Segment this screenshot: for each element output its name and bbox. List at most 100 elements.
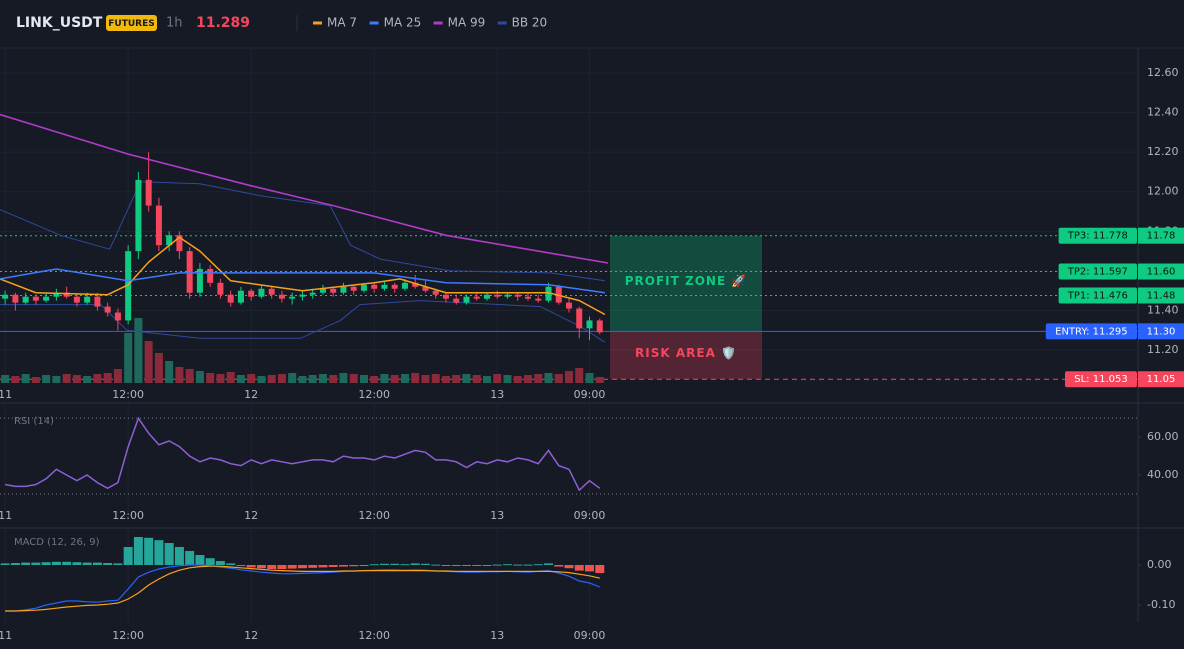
macd-line [5, 565, 600, 612]
candle-body [104, 306, 111, 313]
volume-bar [411, 373, 420, 383]
macd-bar [256, 565, 266, 569]
axis-tag [1138, 323, 1184, 340]
level-tag-label: TP3: 11.778 [1067, 231, 1128, 242]
candle-body [268, 288, 275, 295]
macd-bar [103, 563, 113, 565]
volume-bar [175, 367, 184, 383]
candle-body [360, 284, 367, 291]
candle-body [43, 296, 50, 301]
legend-label: MA 7 [327, 16, 357, 30]
candle-body [514, 294, 521, 297]
macd-bar [369, 564, 379, 566]
volume-bar [565, 371, 573, 383]
volume-bar [83, 376, 92, 383]
macd-bar [195, 555, 205, 565]
candle-body [299, 294, 306, 297]
legend-label: MA 25 [384, 16, 422, 30]
macd-bar [390, 563, 400, 565]
badge-bg [106, 15, 157, 31]
candle-body [473, 296, 480, 299]
volume-bar [195, 371, 204, 383]
macd-bar [133, 537, 143, 565]
candle-body [381, 284, 388, 289]
macd-bar [287, 565, 297, 569]
macd-bar [420, 563, 430, 565]
zone-label: PROFIT ZONE 🚀 [625, 274, 748, 288]
volume-bar [11, 376, 20, 383]
volume-bar [431, 374, 440, 383]
volume-bar [585, 373, 594, 383]
macd-bar [554, 565, 564, 567]
candle-body [524, 296, 531, 299]
y-tick-label: 11.20 [1147, 343, 1179, 356]
volume-bar [62, 374, 71, 383]
level-tag [1058, 287, 1137, 304]
macd-bar [574, 565, 584, 571]
candle-body [237, 290, 244, 303]
candle-body [432, 290, 439, 295]
candle-body [227, 294, 234, 303]
axis-tag [1138, 227, 1184, 244]
macd-bar [318, 565, 328, 568]
macd-bar [492, 564, 502, 566]
macd-bar [51, 561, 61, 565]
x-tick-label: 11 [0, 509, 12, 522]
y-tick-label: 0.00 [1147, 558, 1172, 571]
macd-bar [379, 563, 389, 565]
volume-bar [103, 373, 112, 383]
y-tick-label: 12.40 [1147, 106, 1179, 119]
volume-bar [318, 374, 327, 383]
y-tick-label: 12.20 [1147, 145, 1179, 158]
macd-bar [410, 563, 420, 565]
volume-bar [31, 377, 40, 383]
level-tag-label: SL: 11.053 [1074, 374, 1127, 385]
candle-body [504, 294, 511, 297]
bollinger-band [0, 181, 605, 282]
candle-body [155, 205, 162, 246]
macd-bar [359, 565, 369, 566]
candle-body [217, 282, 224, 295]
y-tick-label: 12.00 [1147, 185, 1179, 198]
macd-bar [328, 565, 338, 567]
macd-bar [297, 565, 307, 569]
macd-bar [564, 565, 574, 569]
volume-bar [462, 374, 471, 383]
x-tick-label: 13 [490, 388, 504, 401]
volume-bar [339, 373, 348, 383]
volume-bar [308, 375, 317, 383]
candle-body [94, 296, 101, 307]
volume-bar [42, 375, 51, 383]
x-tick-label: 11 [0, 388, 12, 401]
macd-bar [164, 543, 174, 565]
volume-bar [441, 376, 450, 383]
pane-label: MACD (12, 26, 9) [14, 537, 100, 548]
candle-body [278, 294, 285, 299]
macd-bar [431, 564, 441, 566]
candle-body [145, 179, 152, 206]
volume-bar [267, 375, 276, 383]
candle-body [12, 294, 19, 303]
interval: 1h [166, 16, 183, 31]
candle-body [535, 298, 542, 301]
last-price: 11.289 [196, 15, 250, 31]
candle-body [576, 308, 583, 329]
volume-bar [257, 376, 266, 383]
volume-bar [298, 376, 307, 383]
macd-bar [123, 547, 133, 565]
legend-label: BB 20 [512, 16, 548, 30]
y-tick-label: 60.00 [1147, 430, 1179, 443]
volume-bar [144, 341, 153, 383]
moving-average [0, 113, 609, 264]
candle-body [545, 286, 552, 301]
volume-bar [52, 376, 61, 383]
x-tick-label: 12:00 [112, 629, 144, 642]
volume-bar [482, 376, 491, 383]
candle-body [186, 251, 193, 293]
macd-bar [277, 565, 287, 569]
candle-body [2, 294, 9, 299]
candle-body [73, 296, 80, 303]
volume-bar [216, 374, 225, 383]
macd-bar [41, 562, 51, 565]
candle-body [453, 298, 460, 303]
